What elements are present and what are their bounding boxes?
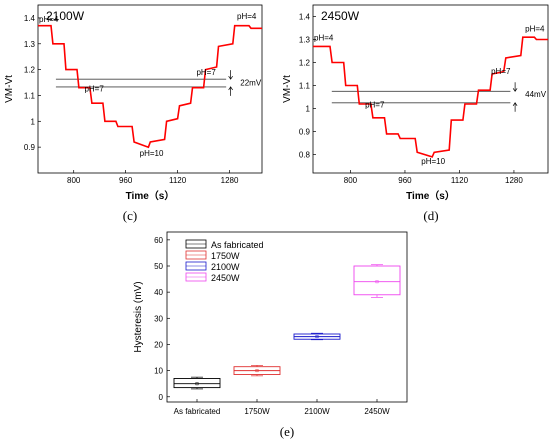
y-tick-label: 1.3 [299,36,311,45]
y-tick-label: 1.4 [299,13,311,22]
annotation-label: pH=7 [365,100,385,109]
annotation-label: pH=4 [525,24,545,33]
panel-caption: (c) [123,208,137,223]
y-axis-label: VM-Vt [282,75,293,103]
x-tick-label: 1750W [244,407,270,416]
legend-label: As fabricated [211,240,264,250]
annotation-label: 44mV [525,90,547,99]
x-tick-label: 1120 [169,176,187,185]
y-tick-label: 1 [31,117,36,126]
arrow-head [512,102,518,107]
y-tick-label: 1.1 [24,91,36,100]
x-tick-label: 800 [67,176,81,185]
y-tick-label: 1.4 [24,14,36,23]
annotation-label: pH=10 [140,149,164,158]
y-tick-label: 40 [154,288,163,297]
annotation-label: pH=7 [491,67,511,76]
x-tick-label: 1280 [221,176,239,185]
y-tick-label: 30 [154,314,163,323]
y-tick-label: 1.2 [24,66,36,75]
y-tick-label: 1.3 [24,40,36,49]
panel-title: 2100W [46,9,85,23]
y-tick-label: 10 [154,367,163,376]
panel-caption: (d) [423,208,438,223]
annotation-label: pH=7 [196,68,216,77]
x-tick-label: 2100W [304,407,330,416]
arrow-head [228,75,233,80]
box-body [173,378,221,389]
box-mean-marker [255,369,259,373]
x-axis-label: Time（s） [406,189,455,202]
y-tick-label: 20 [154,340,163,349]
arrow-head [512,88,518,92]
series-line [313,36,548,158]
legend-label: 2100W [211,262,240,272]
box-mean-marker [195,382,199,386]
arrow-head [228,86,233,91]
annotation-label: pH=4 [237,12,257,21]
x-axis-label: Time（s） [126,189,175,202]
y-tick-label: 0.8 [299,151,311,160]
box-body [353,265,401,296]
x-tick-label: 800 [344,176,358,185]
y-tick-label: 60 [154,236,163,245]
x-tick-label: 1280 [505,176,523,185]
x-tick-label: 1120 [451,176,469,185]
y-tick-label: 0.9 [299,128,311,137]
y-tick-label: 0.9 [24,143,36,152]
legend-label: 1750W [211,251,240,261]
y-axis-label: Hysteresis (mV) [133,281,144,352]
x-tick-label: 2450W [364,407,390,416]
x-tick-label: As fabricated [174,407,221,416]
x-tick-label: 960 [119,176,133,185]
box-mean-marker [315,335,319,339]
plot-frame [312,4,549,174]
y-tick-label: 0 [159,393,164,402]
x-tick-label: 960 [398,176,412,185]
panel-d-line-chart: 800 960 1120 1280 0.8 0.9 1 1.1 1.2 1.3 1.4 pH=4 pH=… [282,4,549,223]
annotation-label: 22mV [240,79,262,88]
panel-caption: (e) [280,424,294,439]
y-tick-label: 50 [154,262,163,271]
panel-title: 2450W [321,9,360,23]
annotation-label: pH=4 [314,34,334,43]
plot-frame [37,4,263,174]
annotation-label: pH=10 [421,157,445,166]
y-axis-label: VM-Vt [4,75,15,103]
legend-label: 2450W [211,273,240,283]
y-tick-label: 1 [306,105,311,114]
series-line [38,24,262,149]
y-tick-label: 1.1 [299,82,311,91]
plot-frame [166,231,408,403]
annotation-label: pH=7 [84,85,104,94]
y-tick-label: 1.2 [299,59,311,68]
annotation-label: pH=4 [39,15,59,24]
box-mean-marker [375,280,379,284]
